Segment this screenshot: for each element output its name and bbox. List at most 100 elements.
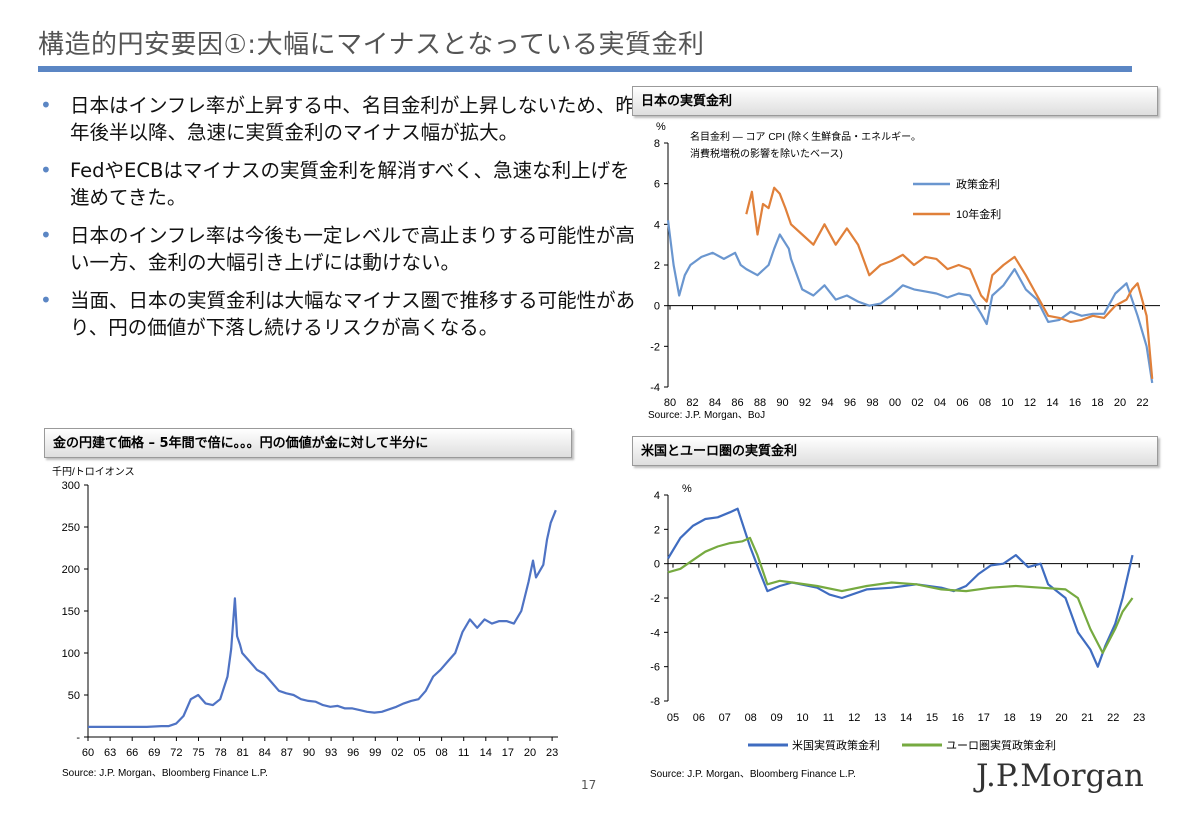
x-tick-label: 09 [770,712,782,724]
y-tick-label: 50 [68,690,80,702]
x-tick-label: 98 [866,397,878,409]
x-tick-label: 06 [693,712,705,724]
x-tick-label: 21 [1081,712,1093,724]
x-tick-label: 82 [686,397,698,409]
x-tick-label: 92 [799,397,811,409]
y-tick-label: 4 [654,490,660,502]
x-tick-label: 63 [104,747,116,759]
x-tick-label: 60 [82,747,94,759]
x-tick-label: 14 [900,712,912,724]
y-tick-label: 100 [62,648,80,660]
x-tick-label: 84 [259,747,271,759]
x-tick-label: 93 [325,747,337,759]
x-tick-label: 07 [719,712,731,724]
y-tick-label: -2 [650,593,660,605]
x-tick-label: 87 [281,747,293,759]
series-line [667,507,1134,668]
jpmorgan-logo: J.P.Morgan [976,758,1144,794]
series-line [88,509,557,728]
series-line [745,186,1154,379]
x-tick-label: 08 [979,397,991,409]
chart-annotation: 名目金利 — コア CPI (除く生鮮食品・エネルギー。 [690,130,921,143]
x-tick-label: 19 [1029,712,1041,724]
series-line [667,536,1134,654]
y-tick-label: 0 [654,559,660,571]
bullet-item: 当面、日本の実質金利は大幅なマイナス圏で推移する可能性があり、円の価値が下落し続… [38,287,638,341]
y-tick-label: 4 [654,219,660,231]
x-tick-label: 96 [844,397,856,409]
x-tick-label: 17 [502,747,514,759]
y-tick-label: 6 [654,179,660,191]
x-tick-label: 12 [1024,397,1036,409]
legend-label: 米国実質政策金利 [792,738,880,752]
us-eu-chart-title: 米国とユーロ圏の実質金利 [632,436,1158,466]
x-tick-label: 86 [731,397,743,409]
x-tick-label: 14 [480,747,492,759]
series-line [666,220,1154,384]
x-tick-label: 08 [745,712,757,724]
x-tick-label: 13 [874,712,886,724]
x-tick-label: 96 [347,747,359,759]
us-eu-real-rate-chart: -8 -6 -4 -2 0 2 4 05 06 07 08 09 10 11 12 13 14 15 16 17 18 1… [650,483,1145,780]
x-tick-label: 69 [148,747,160,759]
x-tick-label: 12 [848,712,860,724]
x-tick-label: 10 [1001,397,1013,409]
y-tick-label: 250 [62,522,80,534]
x-tick-label: 22 [1107,712,1119,724]
x-tick-label: 15 [926,712,938,724]
x-tick-label: 11 [823,712,834,724]
x-tick-label: 16 [952,712,964,724]
y-tick-label: 150 [62,606,80,618]
source-note: Source: J.P. Morgan、Bloomberg Finance L.… [62,768,268,779]
page-number: 17 [581,778,597,792]
bullet-item: FedやECBはマイナスの実質金利を解消すべく、急速な利上げを進めてきた。 [38,157,638,211]
y-tick-label: -8 [650,696,660,708]
x-tick-label: 81 [237,747,249,759]
y-tick-label: 2 [654,524,660,536]
x-tick-label: 10 [796,712,808,724]
y-tick-label: 0 [654,301,660,313]
y-tick-label: 2 [654,260,660,272]
x-tick-label: 02 [911,397,923,409]
bullet-item: 日本はインフレ率が上昇する中、名目金利が上昇しないため、昨年後半以降、急速に実質… [38,92,638,146]
legend-label: 政策金利 [956,177,1000,191]
y-tick-label: - [76,732,80,744]
x-tick-label: 14 [1046,397,1058,409]
y-tick-label: -2 [650,341,660,353]
x-tick-label: 06 [956,397,968,409]
x-tick-label: 18 [1004,712,1016,724]
x-tick-label: 88 [754,397,766,409]
x-tick-label: 78 [214,747,226,759]
x-tick-label: 05 [667,712,679,724]
y-tick-label: 300 [62,480,80,492]
title-rule [38,66,1132,72]
x-tick-label: 72 [170,747,182,759]
x-tick-label: 90 [303,747,315,759]
x-tick-label: 11 [458,747,469,759]
x-tick-label: 16 [1069,397,1081,409]
x-tick-label: 04 [934,397,946,409]
x-tick-label: 84 [709,397,721,409]
y-tick-label: 8 [654,138,660,150]
x-tick-label: 90 [776,397,788,409]
x-tick-label: 20 [1114,397,1126,409]
x-tick-label: 17 [978,712,990,724]
x-tick-label: 23 [546,747,558,759]
x-tick-label: 20 [524,747,536,759]
x-tick-label: 02 [391,747,403,759]
y-axis-label: % [656,121,666,133]
y-axis-label: % [682,483,692,495]
x-tick-label: 22 [1136,397,1148,409]
x-tick-label: 08 [435,747,447,759]
y-tick-label: -4 [650,382,660,394]
y-tick-label: -4 [650,627,660,639]
legend-label: ユーロ圏実質政策金利 [946,738,1056,752]
bullet-list: 日本はインフレ率が上昇する中、名目金利が上昇しないため、昨年後半以降、急速に実質… [38,92,638,352]
y-tick-label: -6 [650,662,660,674]
source-note: Source: J.P. Morgan、Bloomberg Finance L.… [650,769,856,780]
source-note: Source: J.P. Morgan、BoJ [648,410,765,421]
x-tick-label: 66 [126,747,138,759]
x-tick-label: 94 [821,397,833,409]
legend-label: 10年金利 [956,207,1001,221]
